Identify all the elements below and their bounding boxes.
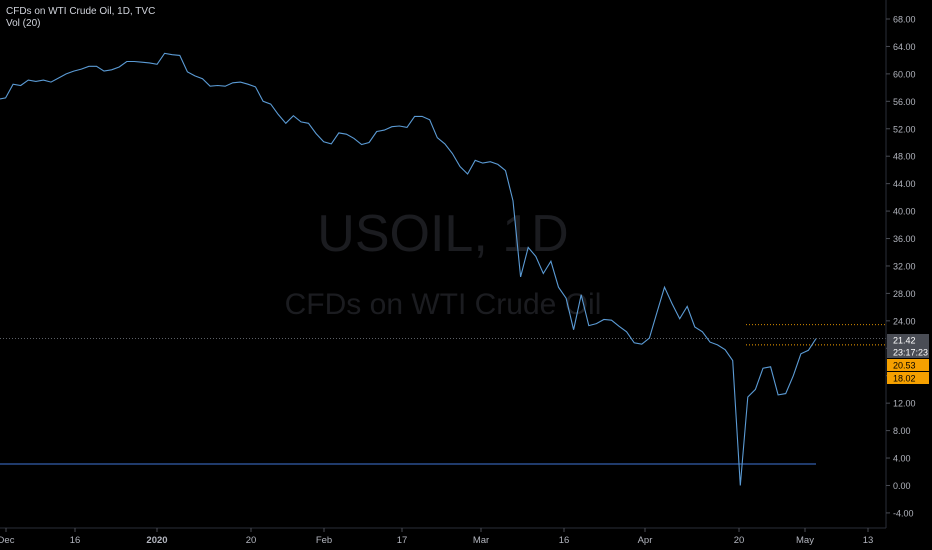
x-tick-label: 17 <box>397 535 408 546</box>
orange-lower-label-bg <box>887 372 929 384</box>
y-tick-label: 24.00 <box>893 316 916 326</box>
orange-lower-label: 18.02 <box>893 374 916 384</box>
watermark-symbol: USOIL, 1D <box>317 205 568 263</box>
y-tick-label: 60.00 <box>893 69 916 79</box>
y-tick-label: 0.00 <box>893 481 911 491</box>
y-tick-label: 36.00 <box>893 234 916 244</box>
x-tick-label: May <box>796 535 814 546</box>
y-tick-label: -4.00 <box>893 508 914 518</box>
last-price-label: 21.42 <box>893 336 916 346</box>
countdown-label: 23:17:23 <box>893 348 928 358</box>
y-tick-label: 28.00 <box>893 289 916 299</box>
y-tick-label: 64.00 <box>893 42 916 52</box>
x-tick-label: 2020 <box>146 535 167 546</box>
x-tick-label: 20 <box>246 535 257 546</box>
symbol-title[interactable]: CFDs on WTI Crude Oil, 1D, TVC <box>6 6 156 17</box>
watermark: USOIL, 1D CFDs on WTI Crude Oil <box>285 205 602 321</box>
y-tick-label: 32.00 <box>893 261 916 271</box>
y-tick-label: 44.00 <box>893 179 916 189</box>
orange-upper-label-bg <box>887 359 929 371</box>
x-tick-label: 20 <box>734 535 745 546</box>
price-labels: 21.42 23:17:23 20.53 18.02 <box>887 334 929 384</box>
y-tick-label: 68.00 <box>893 15 916 25</box>
y-tick-label: 8.00 <box>893 426 911 436</box>
y-tick-label: 40.00 <box>893 207 916 217</box>
volume-indicator-label[interactable]: Vol (20) <box>6 18 41 29</box>
x-tick-label: Dec <box>0 535 15 546</box>
price-series-line <box>0 52 817 486</box>
price-axis[interactable]: 68.00 64.00 60.00 56.00 52.00 48.00 44.00 40.00… <box>885 0 916 528</box>
x-tick-label: Apr <box>638 535 653 546</box>
chart-legend: CFDs on WTI Crude Oil, 1D, TVC Vol (20) <box>6 6 155 30</box>
x-tick-label: 16 <box>559 535 570 546</box>
watermark-description: CFDs on WTI Crude Oil <box>285 288 602 321</box>
y-tick-label: 56.00 <box>893 97 916 107</box>
y-tick-label: 12.00 <box>893 399 916 409</box>
x-tick-label: Feb <box>316 535 332 546</box>
chart-overlays <box>0 324 886 465</box>
time-axis[interactable]: Dec 16 2020 20 Feb 17 Mar 16 Apr 20 May 13 <box>0 527 886 546</box>
x-tick-label: 16 <box>70 535 81 546</box>
y-tick-label: 52.00 <box>893 124 916 134</box>
x-tick-label: Mar <box>473 535 489 546</box>
y-tick-label: 4.00 <box>893 454 911 464</box>
y-tick-label: 48.00 <box>893 152 916 162</box>
countdown-label-bg <box>887 346 929 358</box>
orange-upper-label: 20.53 <box>893 361 916 371</box>
x-tick-label: 13 <box>863 535 874 546</box>
last-price-label-bg <box>887 334 929 346</box>
